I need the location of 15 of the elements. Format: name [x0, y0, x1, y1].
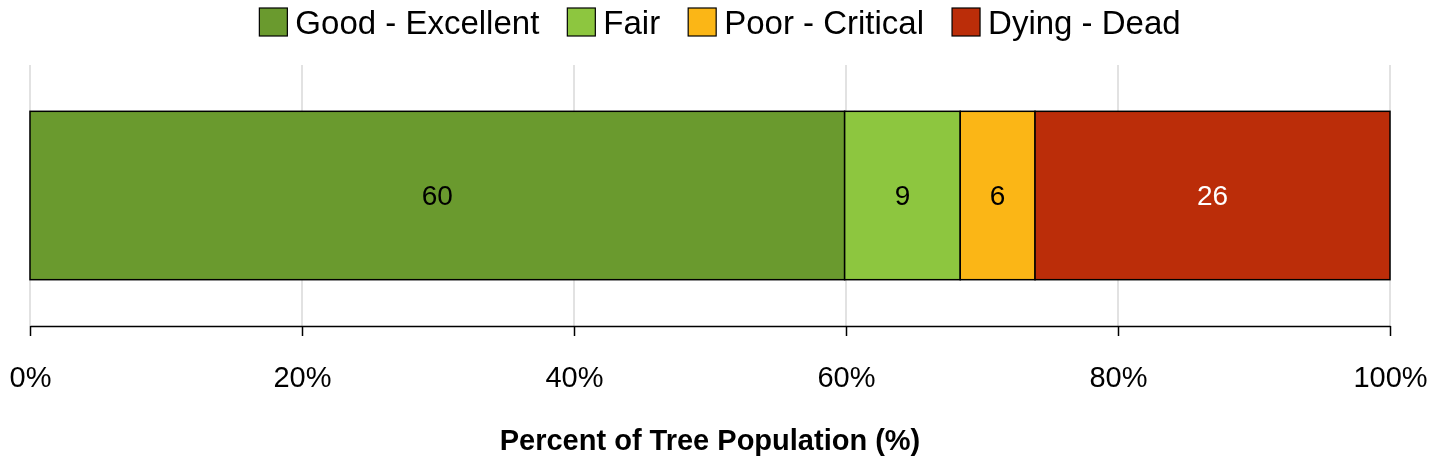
x-tick-label: 60%	[817, 360, 876, 393]
legend-label: Dying - Dead	[988, 3, 1181, 41]
legend-label: Poor - Critical	[724, 3, 925, 41]
x-tick-label: 80%	[1089, 360, 1148, 393]
data-label: 60	[421, 180, 453, 212]
x-tick-label: 20%	[273, 360, 332, 393]
data-label: 9	[894, 180, 911, 212]
x-tick-label: 40%	[545, 360, 604, 393]
x-axis-title: Percent of Tree Population (%)	[499, 424, 921, 456]
x-tick-label: 0%	[9, 360, 52, 393]
legend-label: Good - Excellent	[295, 3, 540, 41]
data-label: 26	[1196, 180, 1229, 212]
data-label: 6	[989, 180, 1006, 212]
x-tick-label: 100%	[1353, 360, 1428, 393]
legend-label: Fair	[603, 3, 661, 41]
